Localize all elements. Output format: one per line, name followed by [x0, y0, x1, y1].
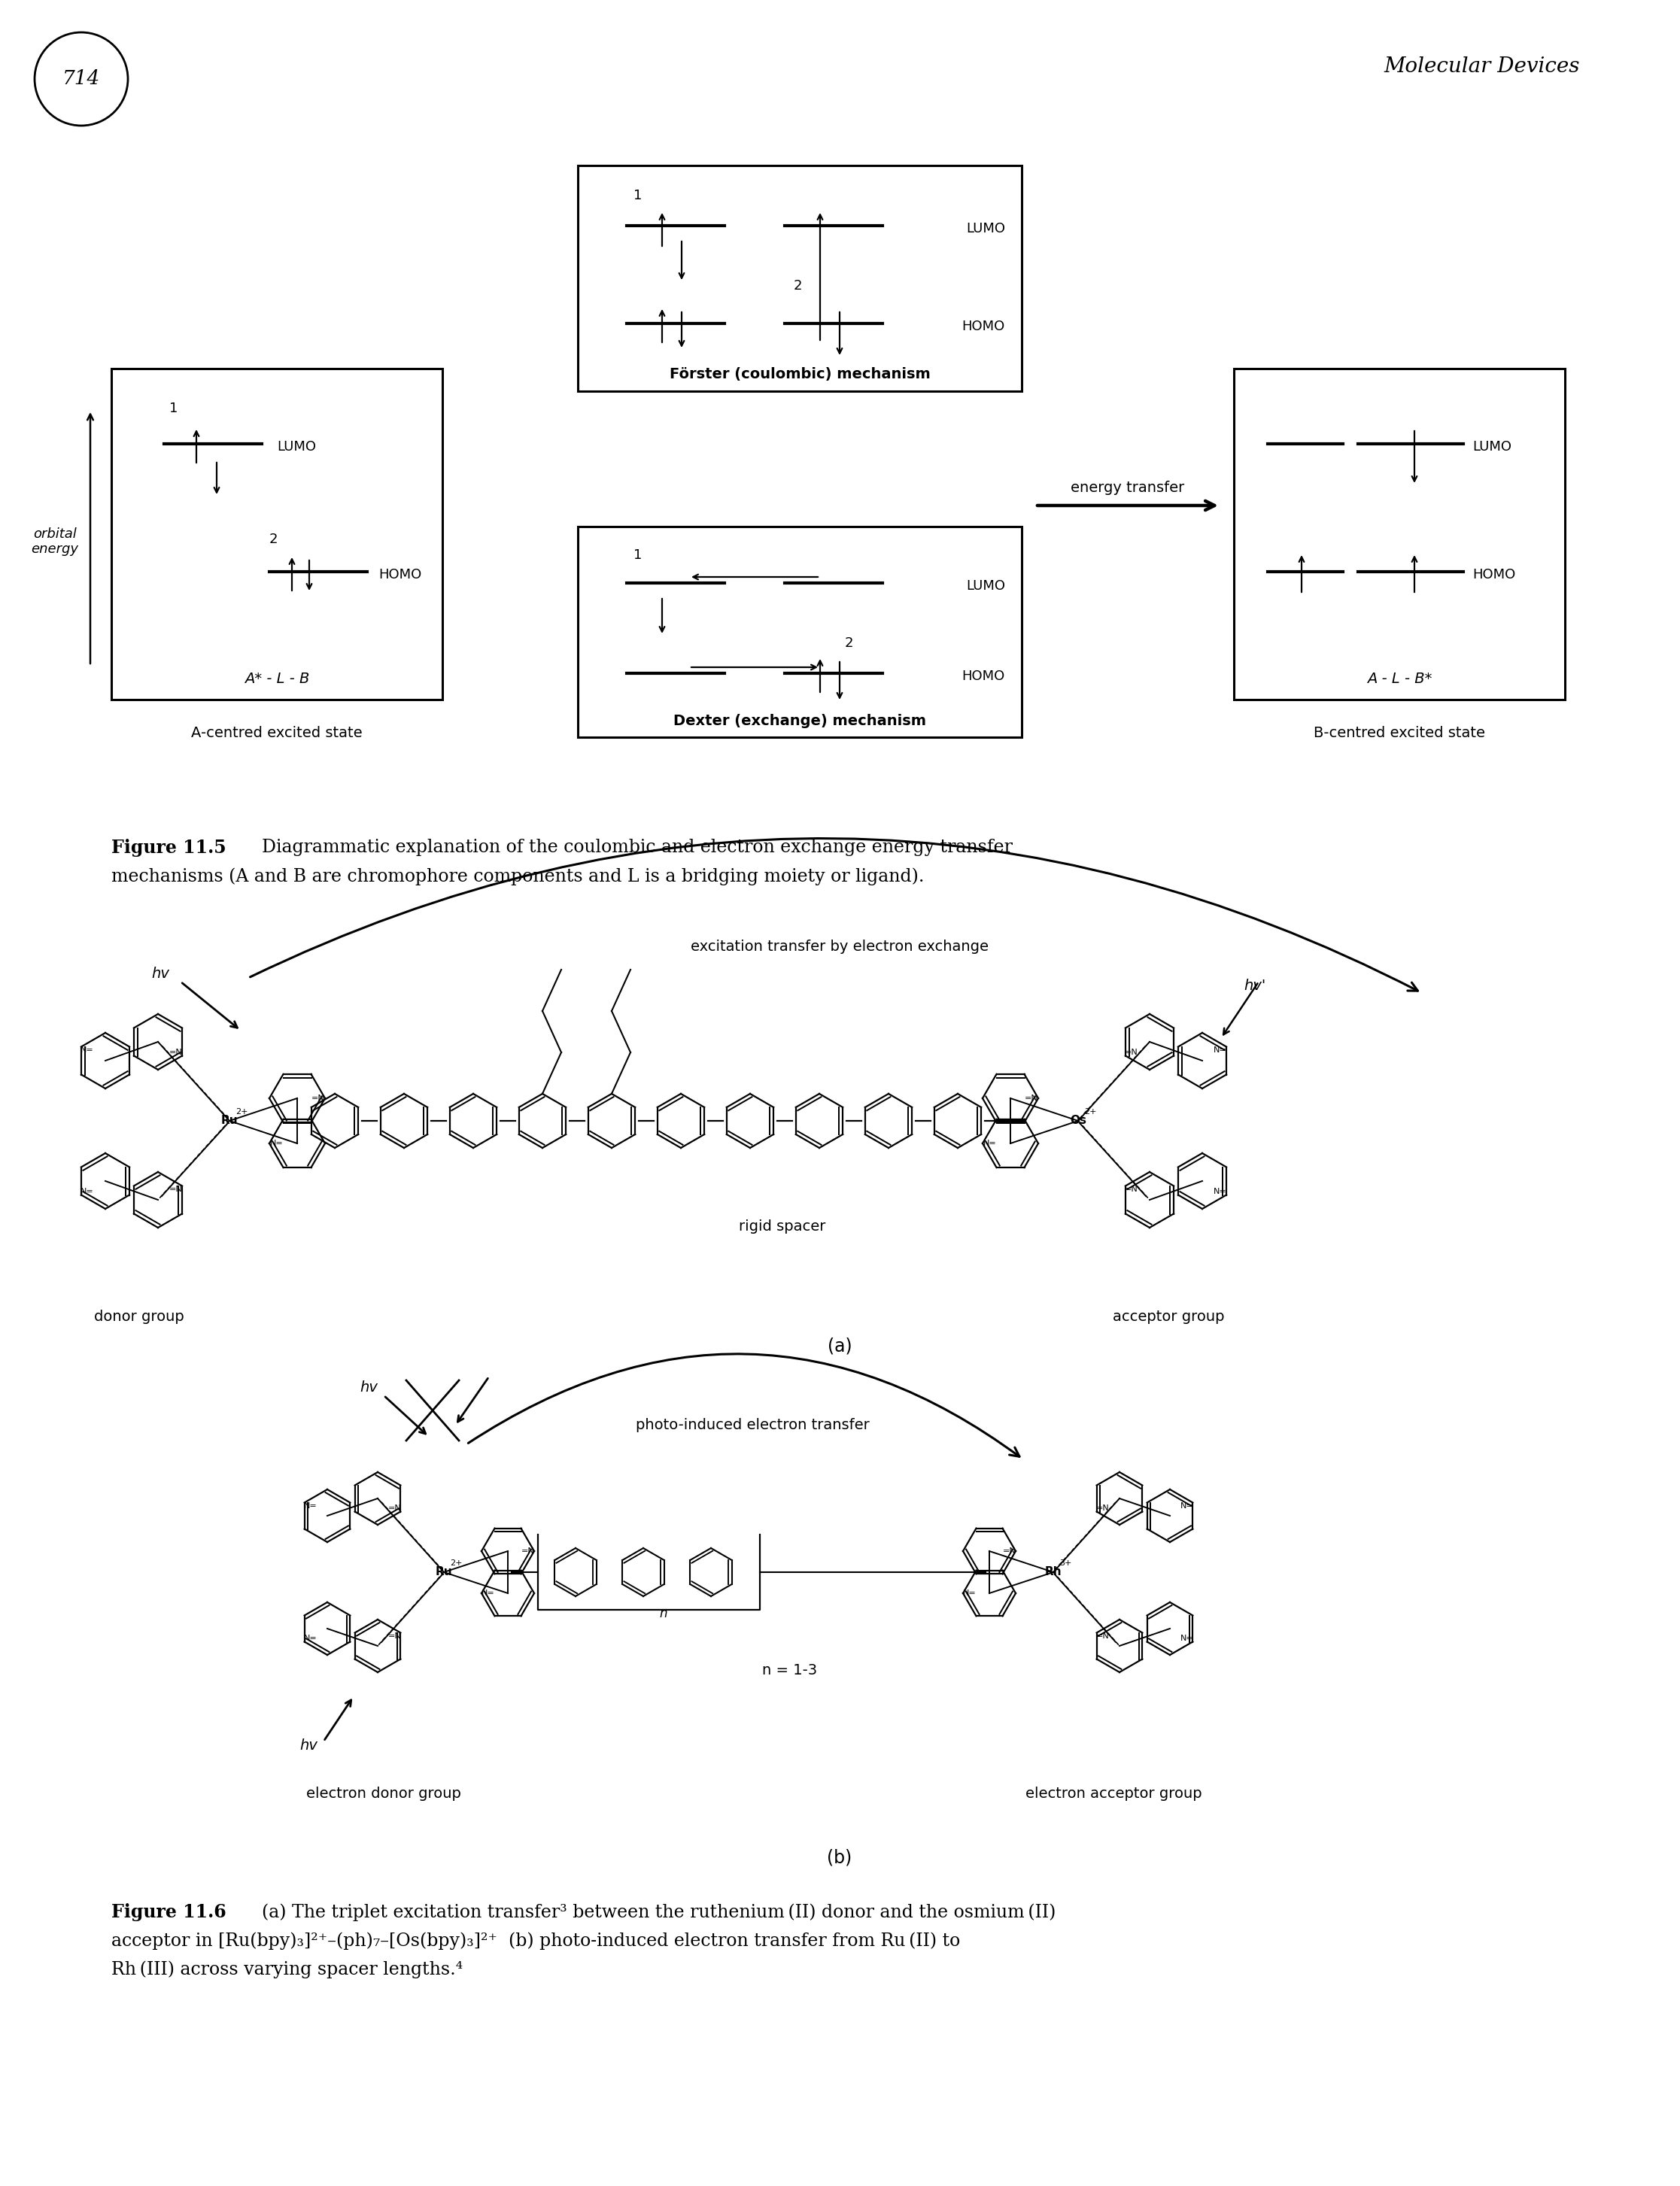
Text: hv: hv	[299, 1738, 318, 1753]
Text: n = 1-3: n = 1-3	[763, 1664, 818, 1677]
Text: B-centred excited state: B-centred excited state	[1314, 726, 1485, 741]
Text: LUMO: LUMO	[1472, 439, 1512, 455]
Text: 2: 2	[793, 280, 801, 293]
Text: =N: =N	[1095, 1633, 1109, 1640]
Text: LUMO: LUMO	[966, 223, 1005, 236]
Text: electron acceptor group: electron acceptor group	[1025, 1786, 1201, 1801]
Text: =N: =N	[170, 1185, 183, 1194]
Text: hv': hv'	[1243, 979, 1265, 992]
Text: N=: N=	[983, 1139, 996, 1148]
Text: (b): (b)	[827, 1849, 852, 1867]
Text: N=: N=	[269, 1139, 282, 1148]
Text: Ru: Ru	[222, 1115, 239, 1126]
Text: photo-induced electron transfer: photo-induced electron transfer	[635, 1419, 869, 1432]
Bar	[1233, 369, 1564, 700]
Text: LUMO: LUMO	[966, 579, 1005, 592]
Text: Rh: Rh	[1045, 1567, 1062, 1578]
Text: 1: 1	[633, 549, 642, 562]
Text: Figure 11.6: Figure 11.6	[111, 1904, 227, 1921]
FancyArrowPatch shape	[250, 839, 1418, 990]
Text: N=: N=	[1213, 1047, 1226, 1054]
Text: hv: hv	[360, 1382, 378, 1395]
Text: N=: N=	[963, 1589, 976, 1598]
Text: (a) The triplet excitation transfer³ between the ruthenium (II) donor and the os: (a) The triplet excitation transfer³ bet…	[250, 1904, 1055, 1921]
Text: Os: Os	[1070, 1115, 1087, 1126]
Text: N=: N=	[1213, 1187, 1226, 1196]
Text: N=: N=	[482, 1589, 496, 1598]
Text: Rh (III) across varying spacer lengths.⁴: Rh (III) across varying spacer lengths.⁴	[111, 1961, 462, 1978]
Text: donor group: donor group	[94, 1309, 185, 1323]
Text: 3+: 3+	[1058, 1559, 1072, 1567]
Text: HOMO: HOMO	[963, 319, 1005, 332]
Text: =N: =N	[1025, 1095, 1038, 1102]
Text: 2+: 2+	[450, 1559, 462, 1567]
Bar	[578, 166, 1021, 391]
Text: Förster (coulombic) mechanism: Förster (coulombic) mechanism	[669, 367, 931, 383]
Text: A* - L - B: A* - L - B	[244, 671, 309, 686]
Text: =N: =N	[170, 1049, 183, 1056]
Text: HOMO: HOMO	[378, 568, 422, 581]
Text: orbital
energy: orbital energy	[32, 527, 79, 555]
Text: =N: =N	[1095, 1504, 1109, 1513]
Text: Dexter (exchange) mechanism: Dexter (exchange) mechanism	[674, 713, 926, 728]
Text: Figure 11.5: Figure 11.5	[111, 839, 227, 857]
Text: 1: 1	[170, 402, 178, 415]
Text: =N: =N	[388, 1633, 402, 1640]
Text: rigid spacer: rigid spacer	[739, 1220, 827, 1233]
Text: =N: =N	[1003, 1548, 1016, 1554]
Text: N=: N=	[1181, 1502, 1194, 1511]
Text: acceptor in [Ru(bpy)₃]²⁺–(ph)₇–[Os(bpy)₃]²⁺  (b) photo-induced electron transfer: acceptor in [Ru(bpy)₃]²⁺–(ph)₇–[Os(bpy)₃…	[111, 1932, 961, 1950]
Text: =N: =N	[521, 1548, 534, 1554]
Text: acceptor group: acceptor group	[1112, 1309, 1225, 1323]
Text: excitation transfer by electron exchange: excitation transfer by electron exchange	[690, 940, 988, 953]
Text: mechanisms (A and B are chromophore components and L is a bridging moiety or lig: mechanisms (A and B are chromophore comp…	[111, 868, 924, 885]
Text: A-centred excited state: A-centred excited state	[192, 726, 363, 741]
Text: hv: hv	[151, 966, 170, 982]
Text: Diagrammatic explanation of the coulombic and electron exchange energy transfer: Diagrammatic explanation of the coulombi…	[250, 839, 1013, 857]
Text: 2: 2	[845, 636, 853, 649]
Text: Ru: Ru	[435, 1567, 452, 1578]
FancyArrowPatch shape	[469, 1353, 1020, 1456]
Text: 1: 1	[633, 188, 642, 203]
Text: =N: =N	[311, 1095, 324, 1102]
Text: 2+: 2+	[235, 1108, 247, 1115]
Text: 2: 2	[269, 533, 277, 546]
Text: N=: N=	[81, 1187, 94, 1196]
Text: N=: N=	[1181, 1635, 1194, 1642]
Text: Molecular Devices: Molecular Devices	[1384, 57, 1579, 77]
Text: N=: N=	[81, 1047, 94, 1054]
Text: A - L - B*: A - L - B*	[1368, 671, 1431, 686]
Text: (a): (a)	[827, 1338, 852, 1355]
Text: electron donor group: electron donor group	[306, 1786, 460, 1801]
Text: =N: =N	[1126, 1049, 1137, 1056]
Text: 2+: 2+	[1084, 1108, 1097, 1115]
Text: HOMO: HOMO	[1472, 568, 1515, 581]
Bar	[111, 369, 442, 700]
Text: =N: =N	[1126, 1185, 1137, 1194]
Text: n: n	[660, 1607, 667, 1620]
Bar	[578, 527, 1021, 737]
Text: LUMO: LUMO	[277, 439, 316, 455]
Text: 714: 714	[62, 70, 101, 87]
Text: energy transfer: energy transfer	[1070, 481, 1184, 494]
Text: =N: =N	[388, 1504, 402, 1513]
Text: HOMO: HOMO	[963, 669, 1005, 682]
Text: N=: N=	[304, 1635, 318, 1642]
Text: N=: N=	[304, 1502, 318, 1511]
